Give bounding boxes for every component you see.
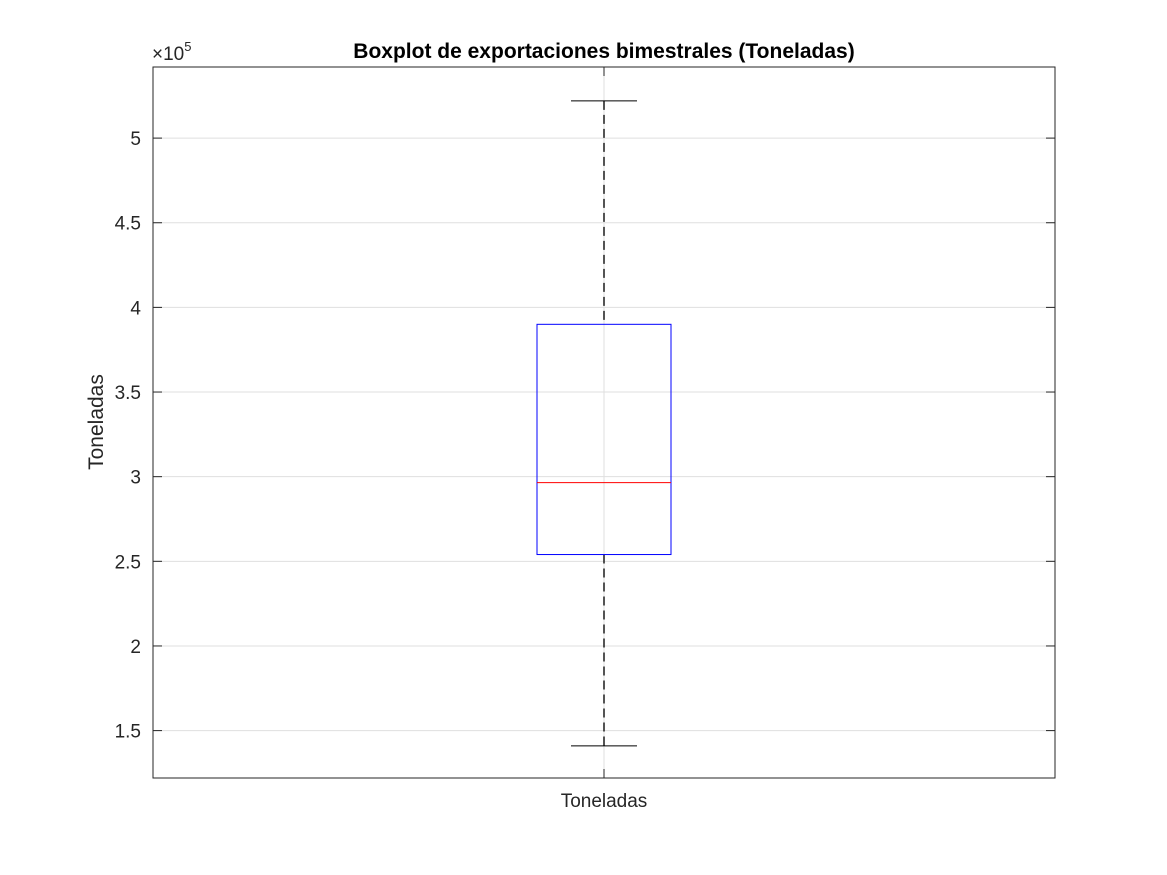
y-tick-label: 4 bbox=[130, 298, 141, 319]
grid-lines bbox=[153, 67, 1055, 778]
y-axis-exponent: ×105 bbox=[152, 39, 191, 65]
y-tick-label: 2.5 bbox=[115, 552, 141, 573]
exponent-power: 5 bbox=[184, 39, 191, 54]
y-tick-label: 2 bbox=[130, 637, 141, 658]
y-tick-label: 3.5 bbox=[115, 383, 141, 404]
x-tick-label: Toneladas bbox=[561, 791, 648, 812]
y-tick-label: 4.5 bbox=[115, 214, 141, 235]
y-tick-label: 1.5 bbox=[115, 722, 141, 743]
y-axis-label: Toneladas bbox=[85, 374, 108, 470]
exponent-base: ×10 bbox=[152, 44, 184, 65]
y-tick-label: 3 bbox=[130, 468, 141, 489]
box-marks bbox=[536, 100, 672, 747]
chart-title: Boxplot de exportaciones bimestrales (To… bbox=[353, 40, 854, 63]
y-axis-ticks: 1.5 2 2.5 3 3.5 4 4.5 5 Toneladas bbox=[115, 67, 1055, 812]
y-tick-label: 5 bbox=[130, 129, 141, 150]
box-iqr bbox=[536, 323, 672, 556]
